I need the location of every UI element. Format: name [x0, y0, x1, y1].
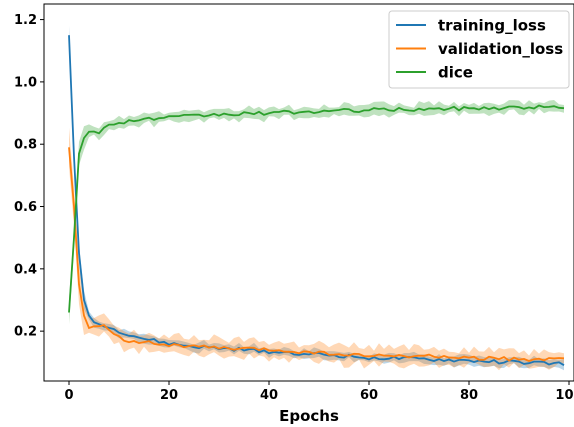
series-line-validation_loss [68, 147, 565, 362]
x-tick-label: 20 [160, 388, 178, 403]
y-tick-label: 0.6 [14, 200, 37, 215]
legend-label-dice: dice [438, 64, 473, 82]
series-lines [68, 35, 565, 366]
legend-label-training_loss: training_loss [438, 17, 546, 35]
y-tick-label: 0.8 [14, 138, 37, 153]
x-tick-label: 80 [460, 388, 478, 403]
series-line-dice [68, 104, 565, 313]
y-tick-label: 0.2 [14, 325, 37, 340]
x-axis-ticks: 0 20 40 60 80 100 [64, 381, 574, 403]
y-tick-label: 1.0 [14, 75, 37, 90]
band-dice [69, 100, 564, 325]
plot-frame [43, 3, 574, 382]
x-tick-label: 100 [555, 388, 574, 403]
y-tick-label: 1.2 [14, 13, 37, 28]
legend-label-validation_loss: validation_loss [438, 40, 563, 58]
y-tick-label: 0.4 [14, 262, 37, 277]
x-tick-label: 0 [64, 388, 73, 403]
x-tick-label: 40 [260, 388, 278, 403]
x-axis-label: Epochs [279, 407, 339, 425]
x-tick-label: 60 [360, 388, 378, 403]
y-axis-ticks: 0.2 0.4 0.6 0.8 1.0 1.2 [14, 13, 44, 340]
legend-box [388, 10, 570, 89]
